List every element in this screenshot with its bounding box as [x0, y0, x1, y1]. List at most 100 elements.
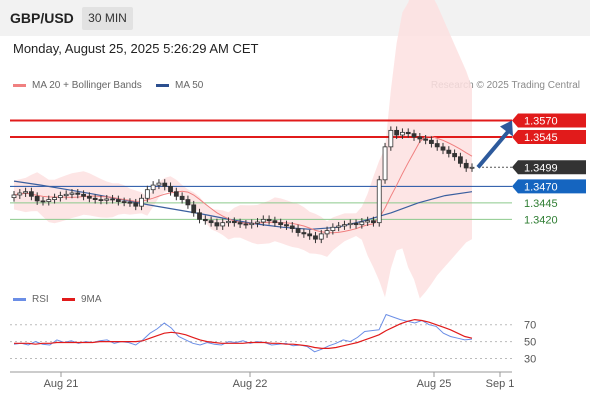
- candle: [57, 191, 63, 202]
- candle-body: [17, 192, 23, 196]
- legend-ma20: MA 20 + Bollinger Bands: [13, 80, 142, 91]
- candle: [69, 189, 75, 199]
- candle: [226, 217, 231, 227]
- candle-body: [458, 156, 463, 164]
- candle-body: [179, 195, 185, 200]
- candle-body: [144, 189, 150, 199]
- candle-body: [434, 143, 440, 148]
- candle-body: [429, 139, 434, 144]
- candle-body: [52, 197, 57, 200]
- candle: [92, 194, 98, 204]
- price-labels: 1.3570 1.3545 1.3499 1.3470 1.3445 1.3420: [512, 113, 586, 226]
- candle: [400, 128, 405, 139]
- rsi-ma-swatch: [62, 297, 75, 301]
- candle-body: [23, 191, 28, 194]
- candle: [405, 128, 411, 138]
- candle: [423, 134, 429, 145]
- candle-body: [382, 146, 388, 181]
- candle-body: [57, 195, 63, 199]
- candle: [98, 195, 104, 205]
- rsi-tick-30: 30: [524, 354, 536, 366]
- legend-ma20-label: MA 20 + Bollinger Bands: [32, 80, 142, 91]
- legend-ma50: MA 50: [156, 80, 203, 91]
- candle: [347, 219, 353, 229]
- ma50-swatch: [156, 83, 169, 87]
- legend-rsi-ma: 9MA: [62, 294, 102, 305]
- candle-body: [86, 195, 92, 199]
- candle: [34, 192, 40, 205]
- candle-body: [365, 220, 371, 223]
- time-tick-label: Aug 25: [417, 378, 452, 390]
- candlesticks: [11, 126, 475, 244]
- candle: [272, 216, 278, 227]
- candle-body: [40, 200, 46, 203]
- candle-body: [347, 222, 353, 226]
- candle-body: [173, 191, 179, 197]
- candle-body: [168, 186, 173, 193]
- candle-body: [330, 226, 336, 231]
- candle: [394, 126, 400, 139]
- time-tick-label: Aug 21: [44, 378, 79, 390]
- candle-body: [92, 197, 98, 200]
- candle: [336, 222, 342, 232]
- candle: [243, 220, 249, 229]
- candle-body: [214, 222, 220, 227]
- candle: [191, 200, 197, 217]
- candle-body: [400, 131, 405, 136]
- candle: [342, 220, 347, 230]
- candle: [208, 216, 214, 227]
- chart-datetime: Monday, August 25, 2025 5:26:29 AM CET: [13, 41, 259, 56]
- candle-body: [301, 232, 307, 235]
- timeframe-tab[interactable]: 30 MIN: [82, 7, 133, 30]
- candle: [231, 217, 237, 227]
- candle-body: [69, 192, 75, 195]
- symbol-title: GBP/USD: [10, 10, 74, 26]
- candle-body: [266, 218, 272, 222]
- candle-body: [324, 230, 330, 235]
- candle: [371, 216, 376, 227]
- level-label-1-3420: 1.3420: [524, 214, 558, 226]
- candle: [202, 215, 208, 225]
- candle-body: [185, 199, 191, 206]
- candle-body: [272, 220, 278, 224]
- rsi-panel: 70 50 30: [10, 313, 536, 366]
- time-axis: Aug 21 Aug 22 Aug 25 Sep 1: [10, 371, 514, 390]
- candle: [46, 195, 52, 206]
- bollinger-envelope: [14, 0, 472, 299]
- candle: [318, 229, 324, 244]
- candle: [185, 195, 191, 209]
- candle: [434, 139, 440, 151]
- candle-body: [115, 199, 121, 202]
- candle: [63, 190, 69, 200]
- candle-body: [226, 220, 231, 224]
- level-tag-1-3499: [512, 160, 586, 175]
- candle-body: [191, 204, 197, 214]
- forecast-arrow: [476, 120, 513, 169]
- candle: [104, 194, 110, 205]
- candle-body: [197, 212, 202, 220]
- candle: [301, 228, 307, 238]
- candle-body: [28, 191, 34, 197]
- candle-body: [394, 129, 400, 136]
- candle: [139, 194, 144, 211]
- candle: [452, 149, 458, 161]
- legend-rsi-label: RSI: [32, 294, 49, 305]
- candle: [173, 187, 179, 201]
- candle: [179, 192, 185, 204]
- candle-body: [260, 218, 266, 223]
- candle-body: [63, 193, 69, 197]
- candle: [266, 215, 272, 225]
- candle: [249, 219, 255, 229]
- candle-body: [156, 182, 162, 186]
- candle-body: [295, 228, 301, 233]
- candle-body: [202, 218, 208, 222]
- candle: [237, 218, 243, 228]
- ma50-line: [13, 180, 473, 230]
- legend-ma50-label: MA 50: [175, 80, 204, 91]
- candle-body: [133, 202, 139, 207]
- forecast-arrow-shaft: [476, 129, 511, 169]
- candle: [365, 216, 371, 226]
- candle: [284, 220, 289, 230]
- candle: [40, 196, 46, 206]
